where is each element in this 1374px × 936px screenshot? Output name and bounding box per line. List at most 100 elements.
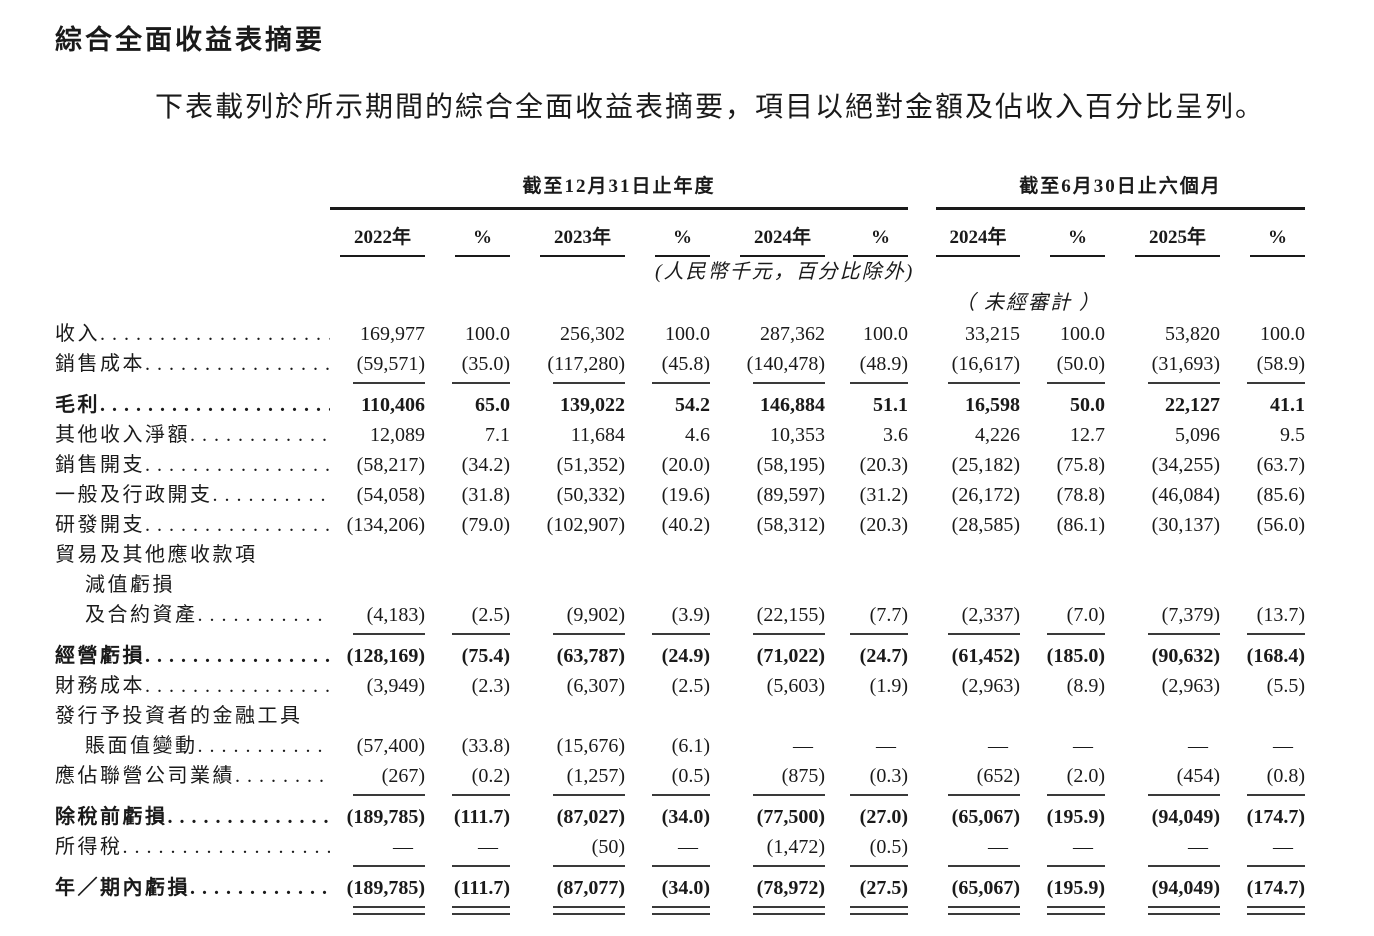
value-cell: (111.7) [453, 877, 510, 899]
value-cell: — [1273, 836, 1293, 858]
column-header: % [1020, 227, 1105, 257]
row-label-text: 賬面值變動 [85, 735, 198, 757]
row-label-text: 經營虧損 [55, 645, 145, 667]
value-cell: (78,972) [756, 877, 825, 899]
row-label-text: 其他收入淨額 [55, 424, 190, 446]
dot-leader [145, 641, 330, 671]
column-header-label: 2025年 [1135, 222, 1220, 257]
table-row: 財務成本 (3,949) (2.3) (6,307) (2.5) (5,603) (1.9)… [55, 671, 1374, 701]
row-label: 其他收入淨額 [55, 420, 330, 450]
value-cell: (6.1) [671, 735, 710, 757]
value-cell: (31.2) [859, 484, 908, 506]
rule-row [55, 379, 1374, 390]
column-header: % [625, 227, 710, 257]
dot-leader [198, 731, 331, 761]
value-cell: (102,907) [546, 514, 625, 536]
column-header-label: 2024年 [936, 222, 1020, 257]
page-title: 綜合全面收益表摘要 [55, 25, 325, 55]
rule-cell [1220, 903, 1305, 915]
rule-cell [625, 630, 710, 641]
row-label-text: 銷售成本 [55, 353, 145, 375]
value-cell: 16,598 [965, 394, 1020, 416]
dot-leader [123, 832, 331, 862]
value-cell: (28,585) [951, 514, 1020, 536]
row-label-text: 銷售開支 [55, 454, 145, 476]
value-cell: (2.0) [1066, 765, 1105, 787]
column-header: % [825, 227, 908, 257]
value-cell: (2.3) [471, 675, 510, 697]
row-label-text: 所得稅 [55, 836, 123, 858]
value-cell: (75.4) [461, 645, 510, 667]
value-cell: (89,597) [756, 484, 825, 506]
value-cell: (27.5) [859, 877, 908, 899]
value-cell: (5.5) [1266, 675, 1305, 697]
table-row: 銷售開支 (58,217) (34.2) (51,352) (20.0) (58,195)… [55, 450, 1374, 480]
value-cell: (6,307) [566, 675, 625, 697]
value-cell: (87,077) [556, 877, 625, 899]
rule-cell [1020, 903, 1105, 915]
value-cell: 41.1 [1270, 394, 1305, 416]
value-cell: (189,785) [346, 877, 425, 899]
value-cell: — [1188, 735, 1208, 757]
single-rule [1247, 382, 1305, 384]
table-row: 年／期內虧損 (189,785) (111.7) (87,077) (34.0) (78,… [55, 873, 1374, 903]
value-cell: (117,280) [547, 353, 625, 375]
value-cell: (58,195) [756, 454, 825, 476]
single-rule [353, 382, 425, 384]
value-cell: 146,884 [760, 394, 825, 416]
column-header-label: % [1250, 227, 1305, 257]
row-label: 毛利 [55, 390, 330, 420]
single-rule [353, 865, 425, 867]
single-rule [553, 865, 625, 867]
rule-cell [625, 903, 710, 915]
dot-leader [168, 802, 331, 832]
column-header: % [1220, 227, 1305, 257]
value-cell: 12,089 [370, 424, 425, 446]
value-cell: (134,206) [346, 514, 425, 536]
value-cell: — [1073, 735, 1093, 757]
value-cell: (86.1) [1056, 514, 1105, 536]
rule-cell [1220, 862, 1305, 873]
rule-row [55, 903, 1374, 915]
value-cell: 139,022 [560, 394, 625, 416]
value-cell: (13.7) [1256, 604, 1305, 626]
rule-cell [1020, 630, 1105, 641]
single-rule [1047, 865, 1105, 867]
double-rule [948, 906, 1020, 915]
rule-cell [1105, 379, 1220, 390]
value-cell: (20.3) [859, 514, 908, 536]
value-cell: (1.9) [869, 675, 908, 697]
single-rule [1047, 382, 1105, 384]
value-cell: (7.7) [869, 604, 908, 626]
table-row: 所得稅 — — (50) — (1,472) (0.5) — — — — [55, 832, 1374, 862]
column-header: 2022年 [330, 222, 425, 257]
value-cell: (0.3) [869, 765, 908, 787]
value-cell: 33,215 [965, 323, 1020, 345]
column-header-label: % [1050, 227, 1105, 257]
rule-cell [710, 630, 825, 641]
table-row: 一般及行政開支 (54,058) (31.8) (50,332) (19.6) (89,5… [55, 480, 1374, 510]
single-rule [353, 794, 425, 796]
single-rule [452, 794, 510, 796]
rule-cell [825, 630, 908, 641]
row-label: 經營虧損 [55, 641, 330, 671]
rule-cell [936, 903, 1020, 915]
rule-cell [710, 903, 825, 915]
dot-leader [213, 480, 331, 510]
double-rule [652, 906, 710, 915]
value-cell: (34.0) [661, 806, 710, 828]
single-rule [353, 633, 425, 635]
value-cell: (75.8) [1056, 454, 1105, 476]
value-cell: (58,312) [756, 514, 825, 536]
value-cell: (2.5) [471, 604, 510, 626]
value-cell: — [793, 735, 813, 757]
rule-cell [825, 379, 908, 390]
single-rule [948, 382, 1020, 384]
label-continuation-row: 減值虧損 [55, 570, 1374, 600]
row-label-text: 年／期內虧損 [55, 877, 190, 899]
dot-leader [100, 390, 330, 420]
value-cell: (77,500) [756, 806, 825, 828]
value-cell: 100.0 [863, 323, 908, 345]
column-header-label: % [853, 227, 908, 257]
